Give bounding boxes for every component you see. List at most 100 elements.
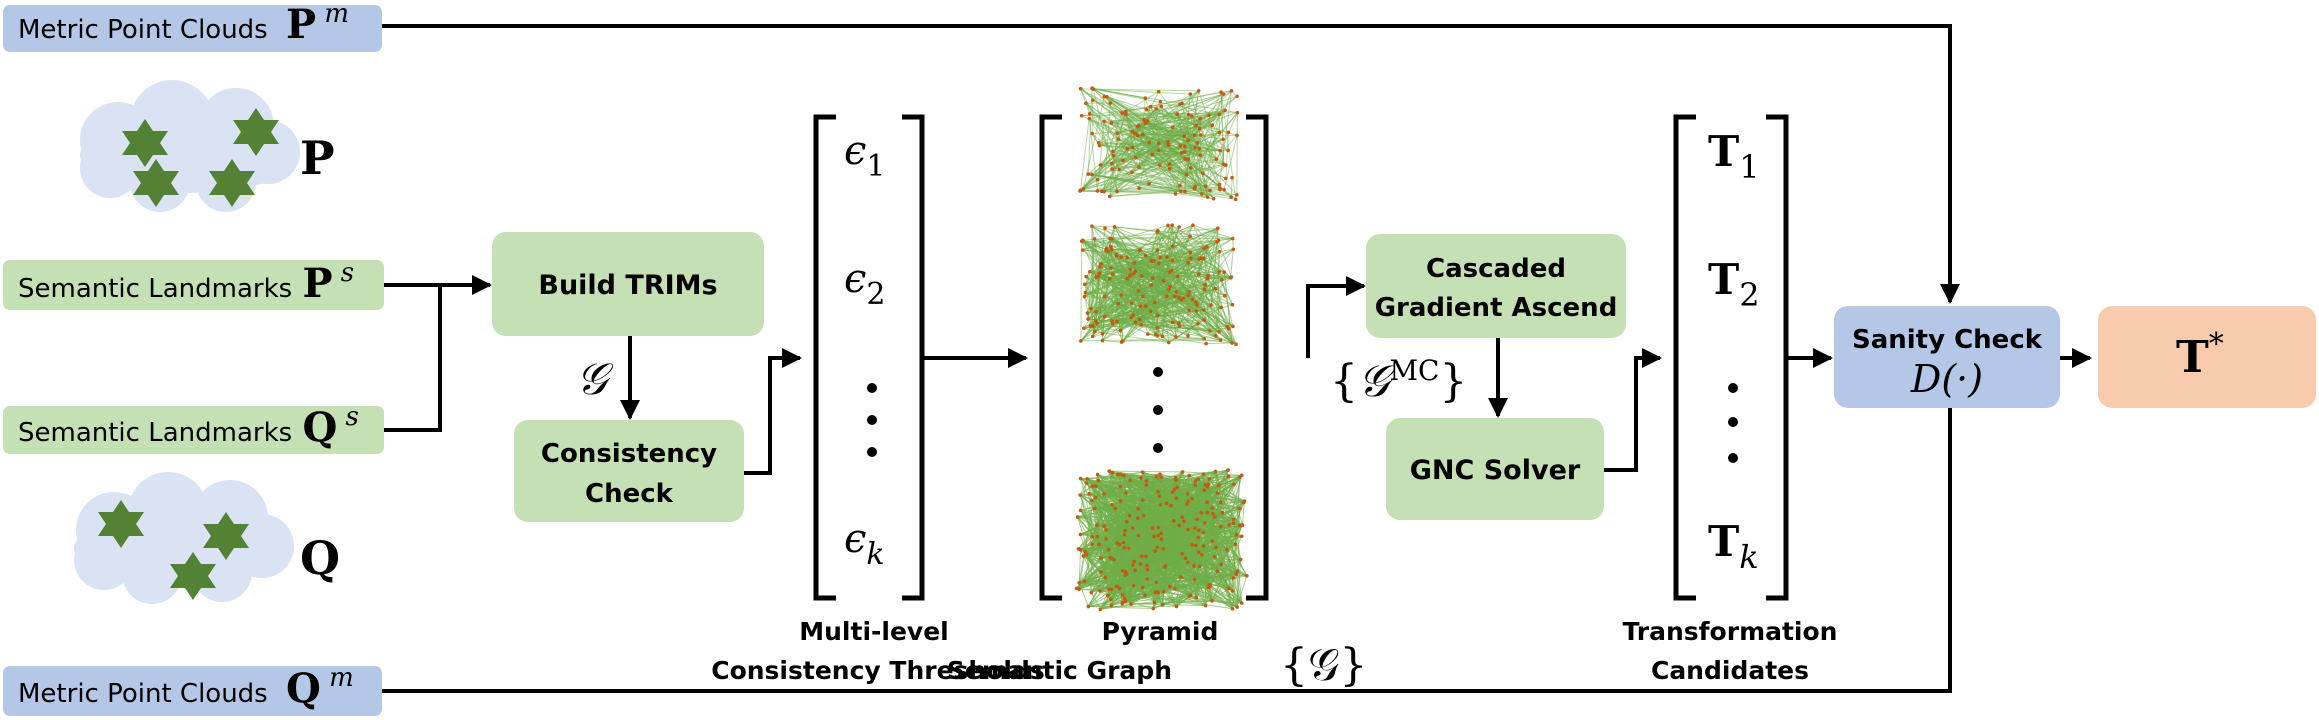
graph-node [1156, 141, 1161, 146]
graph-edge [1114, 226, 1158, 233]
graph-node [1120, 601, 1125, 606]
graph-edge [1146, 484, 1175, 490]
graph-edge [1162, 597, 1197, 606]
graph-node [1132, 271, 1136, 276]
graph-edge [1088, 118, 1114, 156]
graph-node [1208, 188, 1212, 193]
graph-node [1105, 593, 1110, 598]
graph-node [1196, 550, 1201, 555]
graph-edge [1141, 324, 1221, 341]
graph-node [1220, 510, 1225, 515]
graph-node [1218, 148, 1222, 153]
graph-node [1084, 481, 1089, 485]
graph-node [1105, 94, 1109, 99]
cloud-q: Q [74, 472, 340, 604]
graph-edge [1080, 88, 1191, 95]
graph-node [1141, 585, 1145, 590]
graph-node [1084, 101, 1088, 106]
graph-node [1109, 121, 1114, 125]
graph-edge [1147, 325, 1180, 335]
output-rect [2098, 306, 2316, 408]
graph-node [1156, 89, 1161, 94]
graph-node [1192, 577, 1197, 582]
graph-node [1109, 597, 1113, 602]
graph-node [1234, 342, 1238, 347]
graph-node [1226, 130, 1231, 135]
graph-node [1173, 294, 1177, 298]
graph-node [1226, 148, 1230, 153]
gnc-rect [1386, 418, 1604, 520]
graph-node [1093, 318, 1098, 323]
graph-node [1230, 175, 1234, 180]
graph-node [1094, 484, 1098, 489]
graph-node [1086, 172, 1091, 176]
graph-edge [1137, 135, 1159, 144]
sem-q-symbol: Q [302, 404, 337, 451]
graph-edge [1187, 238, 1233, 264]
graph-node [1190, 542, 1194, 547]
graph-node [1145, 567, 1150, 572]
star-icon [170, 552, 216, 600]
threshold-ellipsis-dot [867, 415, 877, 425]
graph-node [1102, 94, 1107, 99]
graph-node [1177, 523, 1182, 528]
graph-edge [1150, 106, 1229, 133]
graph-node [1102, 119, 1106, 124]
graph-node [1097, 271, 1102, 275]
graph-node [1110, 322, 1115, 326]
graph-node [1203, 282, 1208, 287]
graph-edge [1161, 256, 1168, 337]
graph-node [1178, 189, 1183, 194]
graph-edge [1210, 585, 1242, 604]
graph-edge [1132, 564, 1191, 597]
graph-node [1129, 315, 1133, 320]
graph-node [1118, 328, 1123, 333]
graph-node [1128, 273, 1133, 277]
graph-node [1207, 113, 1211, 117]
graph-level-k [1074, 468, 1249, 612]
graph-node [1144, 107, 1149, 112]
graph-edge [1097, 474, 1240, 509]
cascaded-rect [1366, 234, 1626, 338]
graph-node [1227, 522, 1231, 527]
graph-node [1143, 121, 1148, 126]
graph-node [1213, 334, 1218, 338]
graph-edge [1121, 512, 1208, 605]
graph-edge [1081, 240, 1102, 265]
graph-edge [1107, 595, 1242, 604]
graph-edge [1220, 469, 1229, 503]
graph-node [1209, 303, 1213, 307]
graph-edge [1228, 476, 1243, 526]
graph-node [1090, 172, 1094, 177]
graph-node [1192, 133, 1197, 138]
graph-node [1214, 157, 1219, 161]
graph-node [1103, 575, 1108, 580]
graph-node [1167, 287, 1171, 292]
graph-node [1180, 515, 1185, 520]
graph-edge [1137, 114, 1210, 128]
graph-edge [1169, 584, 1210, 587]
candidate-t1: T1 [1708, 127, 1760, 186]
graph-node [1118, 499, 1123, 503]
graph-node [1109, 247, 1114, 252]
graph-node [1183, 556, 1188, 561]
graph-node [1077, 581, 1081, 585]
graph-node [1176, 321, 1181, 326]
graph-edge [1097, 158, 1189, 192]
pyramid-caption-line1: Pyramid [1102, 617, 1219, 646]
graph-node [1137, 186, 1141, 190]
graph-edge [1084, 296, 1212, 306]
graph-edge [1104, 189, 1220, 193]
metric-p-label: Metric Point Clouds [18, 15, 268, 45]
graph-node [1109, 244, 1113, 249]
graph-node [1212, 554, 1217, 559]
graph-edge [1125, 91, 1159, 113]
graph-edge [1078, 582, 1089, 607]
graph-node [1215, 240, 1219, 244]
graph-node [1157, 261, 1161, 266]
graph-node [1239, 473, 1244, 478]
graph-node [1143, 304, 1148, 309]
graph-edge [1190, 227, 1219, 259]
graph-node [1180, 470, 1185, 474]
graph-node [1085, 311, 1090, 315]
